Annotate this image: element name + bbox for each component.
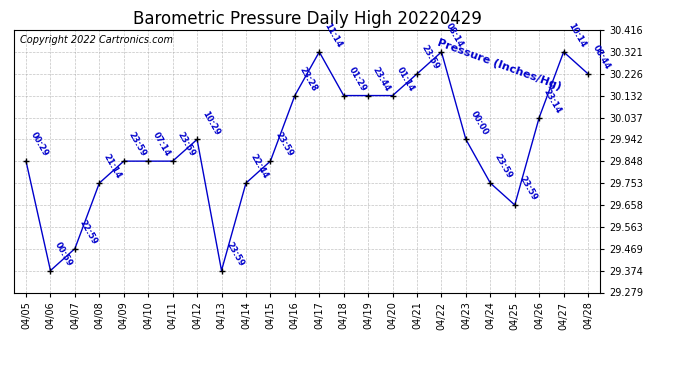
Text: 11:14: 11:14 [322,21,344,49]
Text: 23:44: 23:44 [371,65,392,93]
Text: 23:59: 23:59 [273,131,294,158]
Text: 00:00: 00:00 [469,110,490,136]
Text: 00:29: 00:29 [29,131,50,158]
Text: 07:14: 07:14 [151,131,172,158]
Text: 21:14: 21:14 [102,153,124,180]
Text: 23:28: 23:28 [297,65,319,93]
Text: 10:14: 10:14 [566,21,588,49]
Text: 23:59: 23:59 [493,153,514,180]
Text: Copyright 2022 Cartronics.com: Copyright 2022 Cartronics.com [19,35,172,45]
Text: 01:14: 01:14 [395,65,417,93]
Text: 23:59: 23:59 [420,44,441,71]
Text: 23:59: 23:59 [175,131,197,158]
Text: 23:59: 23:59 [126,131,148,158]
Text: 22:44: 22:44 [248,153,270,180]
Text: 23:59: 23:59 [224,240,246,268]
Text: 22:59: 22:59 [78,218,99,246]
Text: 08:44: 08:44 [591,44,612,71]
Text: 00:59: 00:59 [53,240,75,268]
Title: Barometric Pressure Daily High 20220429: Barometric Pressure Daily High 20220429 [132,10,482,28]
Text: Pressure (Inches/Hg): Pressure (Inches/Hg) [436,38,563,92]
Text: 23:59: 23:59 [518,175,539,202]
Text: 08:14: 08:14 [444,22,465,49]
Text: 23:14: 23:14 [542,87,563,115]
Text: 01:29: 01:29 [346,65,368,93]
Text: 10:29: 10:29 [200,109,221,136]
